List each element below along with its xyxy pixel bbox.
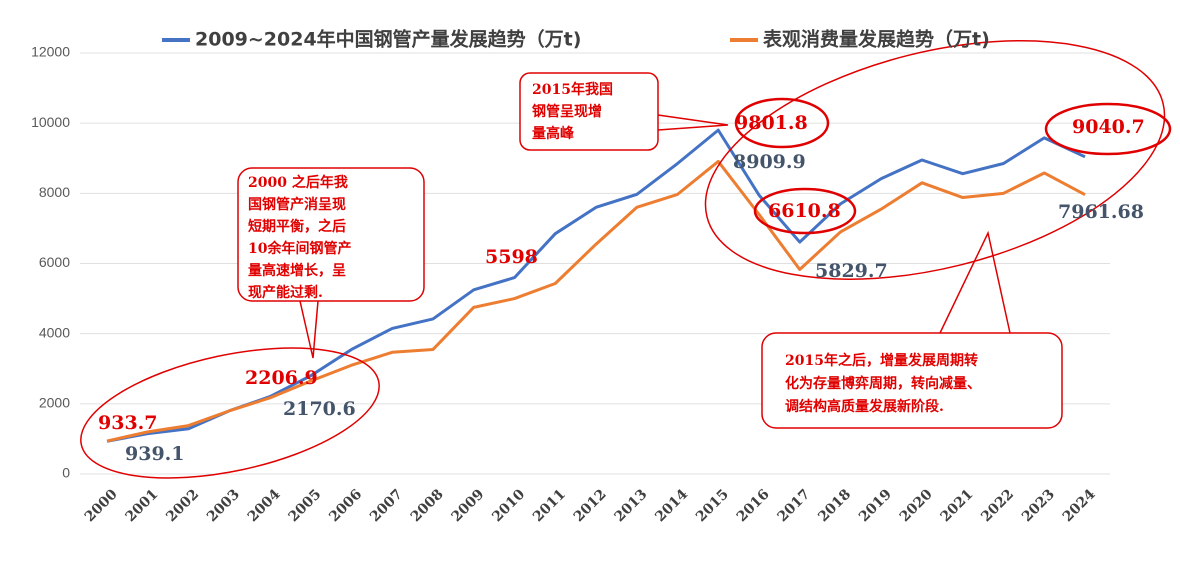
data-label: 8909.9: [733, 151, 806, 173]
x-tick-label: 2007: [367, 486, 406, 525]
data-label: 9801.8: [735, 112, 808, 134]
x-tick-label: 2019: [856, 486, 895, 525]
x-tick-label: 2010: [489, 486, 528, 525]
x-tick-label: 2021: [938, 486, 977, 525]
x-tick-label: 2023: [1019, 486, 1058, 525]
annotation-text: 现产能过剩.: [248, 284, 323, 301]
annotation-text: 2015年我国: [532, 81, 613, 98]
annotation-text: 量高速增长，呈: [248, 262, 346, 279]
x-tick-label: 2017: [775, 486, 814, 525]
y-tick-label: 6000: [39, 254, 70, 270]
x-tick-label: 2015: [693, 486, 732, 525]
highlights: [80, 40, 1172, 479]
annotation-text: 2000 之后年我: [248, 174, 348, 191]
data-label: 6610.8: [768, 200, 841, 222]
annotation-text: 短期平衡，之后: [248, 218, 346, 235]
ellipse: [80, 347, 380, 479]
x-tick-label: 2012: [571, 486, 610, 525]
y-tick-label: 4000: [39, 324, 70, 340]
data-label: 5829.7: [815, 260, 888, 282]
callout-box: [519, 72, 659, 151]
x-tick-label: 2004: [245, 486, 284, 525]
callout-pointer: [657, 114, 729, 131]
series-line: [106, 159, 1086, 443]
annotation-text: 量高峰: [532, 125, 575, 142]
x-tick-label: 2022: [978, 486, 1017, 525]
ellipse: [753, 187, 857, 235]
ellipse: [734, 97, 830, 149]
x-tick-label: 2006: [326, 486, 365, 525]
x-tick-label: 2011: [530, 486, 569, 525]
y-tick-label: 2000: [39, 395, 70, 411]
data-label: 7961.68: [1058, 201, 1144, 223]
callout-box: [761, 332, 1063, 429]
x-tick-label: 2002: [163, 486, 202, 525]
data-label: 5598: [485, 246, 538, 268]
callout-pointer: [939, 230, 1011, 334]
annotation-text: 国钢管产消呈现: [248, 196, 346, 213]
x-tick-label: 2014: [652, 486, 691, 525]
ellipse: [1044, 102, 1172, 156]
x-tick-label: 2001: [123, 486, 162, 525]
data-label: 9040.7: [1072, 116, 1145, 138]
x-tick-label: 2018: [815, 486, 854, 525]
x-tick-label: 2013: [612, 486, 651, 525]
x-tick-label: 2003: [204, 486, 243, 525]
y-tick-label: 10000: [31, 114, 70, 130]
x-tick-label: 2020: [897, 486, 936, 525]
x-tick-label: 2005: [286, 486, 325, 525]
callout-box: [237, 167, 425, 302]
y-tick-label: 12000: [31, 44, 70, 60]
data-label: 2206.9: [245, 367, 318, 389]
annotation-text: 化为存量博弈周期，转向减量、: [785, 375, 981, 392]
legend-label: 表观消费量发展趋势（万t): [763, 28, 990, 51]
data-label: 939.1: [125, 443, 185, 465]
annotation-text: 2015年之后，增量发展周期转: [785, 352, 978, 369]
annotation-text: 调结构高质量发展新阶段.: [785, 398, 944, 415]
y-tick-label: 8000: [39, 184, 70, 200]
legend-label: 2009~2024年中国钢管产量发展趋势（万t): [195, 28, 581, 51]
x-tick-label: 2016: [734, 486, 773, 525]
x-tick-label: 2009: [449, 486, 488, 525]
ellipse: [704, 40, 1166, 280]
y-tick-label: 0: [62, 465, 70, 481]
callout-pointer: [299, 300, 319, 359]
data-label: 2170.6: [283, 398, 356, 420]
x-tick-label: 2000: [82, 486, 121, 525]
annotation-text: 钢管呈现增: [532, 103, 602, 120]
x-tick-label: 2008: [408, 486, 447, 525]
data-label: 933.7: [98, 412, 158, 434]
x-tick-label: 2024: [1060, 486, 1099, 525]
annotation-text: 10余年间钢管产: [248, 240, 351, 257]
